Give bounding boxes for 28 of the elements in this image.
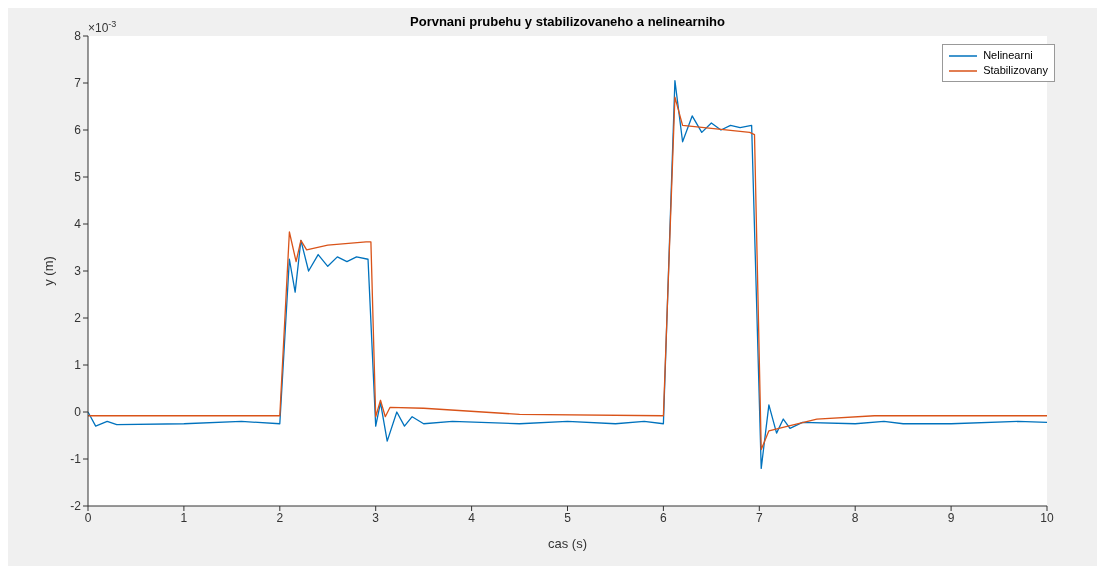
chart-title: Porvnani prubehu y stabilizovaneho a nelinearniho <box>410 14 726 29</box>
y-tick-label: 6 <box>74 123 82 138</box>
y-tick-label: 5 <box>74 170 82 185</box>
x-tick-label: 3 <box>372 510 380 525</box>
x-tick-label: 2 <box>276 510 284 525</box>
y-tick-label: 0 <box>74 405 82 420</box>
y-tick-label: 8 <box>74 29 82 44</box>
x-tick-label: 6 <box>660 510 668 525</box>
y-tick-label: 7 <box>74 76 82 91</box>
x-tick-label: 10 <box>1040 510 1054 525</box>
y-axis-title: y (m) <box>40 256 56 286</box>
legend-label: Stabilizovany <box>983 63 1048 78</box>
text: ×10$^{-3}$ <box>88 19 117 35</box>
x-tick-label: 0 <box>84 510 92 525</box>
legend-label: Nelinearni <box>983 48 1033 63</box>
x-tick-label: 5 <box>564 510 572 525</box>
x-tick-label: 7 <box>755 510 763 525</box>
x-tick-label: 8 <box>851 510 859 525</box>
y-tick-label: 4 <box>74 217 82 232</box>
y-tick-label: 3 <box>74 264 82 279</box>
x-tick-label: 1 <box>180 510 188 525</box>
y-tick-label: 2 <box>74 311 82 326</box>
x-axis-title: cas (s) <box>548 536 587 551</box>
x-tick-label: 4 <box>468 510 476 525</box>
y-tick-label: -1 <box>70 452 82 467</box>
y-tick-label: 1 <box>74 358 82 373</box>
x-tick-label: 9 <box>947 510 955 525</box>
y-tick-label: -2 <box>70 499 82 514</box>
